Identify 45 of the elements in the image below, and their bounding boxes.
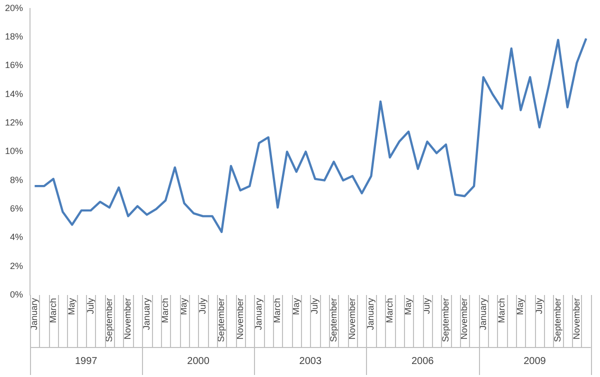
x-tick-label: January (253, 297, 264, 330)
x-tick-label: November (234, 298, 245, 340)
x-tick-label: March (160, 298, 170, 323)
x-tick-label: May (290, 297, 301, 315)
y-tick-label: 16% (5, 60, 24, 70)
x-tick-label: July (197, 297, 208, 314)
x-tick-label: November (346, 298, 357, 340)
x-tick-label: September (552, 298, 563, 342)
y-tick-label: 18% (5, 32, 24, 42)
x-tick-label: November (459, 298, 470, 340)
y-tick-label: 8% (10, 174, 24, 185)
x-tick-label: January (478, 297, 488, 330)
y-tick-label: 10% (5, 146, 24, 156)
x-tick-label: November (571, 298, 582, 340)
text: 2009 (524, 356, 546, 367)
x-tick-label: January (366, 297, 376, 330)
x-tick-label: January (29, 297, 40, 330)
x-tick-label: July (534, 297, 544, 314)
x-tick-label: July (310, 297, 320, 314)
x-tick-label: May (178, 297, 189, 315)
y-tick-label: 14% (5, 88, 24, 99)
x-tick-label: March (496, 298, 507, 323)
text: 2003 (299, 356, 322, 367)
x-tick-label: September (104, 298, 114, 342)
y-tick-label: 4% (10, 232, 24, 242)
x-tick-label: May (515, 297, 526, 315)
y-tick-label: 12% (5, 118, 24, 128)
x-tick-label: September (328, 298, 338, 342)
x-tick-label: May (403, 297, 414, 315)
text: 1997 (74, 356, 98, 367)
x-tick-label: March (384, 298, 394, 323)
x-tick-label: November (122, 298, 133, 340)
x-tick-label: July (85, 297, 96, 314)
x-tick-label: September (216, 298, 226, 342)
x-tick-label: March (272, 298, 282, 323)
text: 2000 (187, 356, 210, 367)
x-tick-label: September (440, 298, 450, 342)
y-tick-label: 2% (10, 260, 24, 271)
x-tick-label: March (48, 298, 58, 323)
y-tick-label: 6% (10, 203, 24, 214)
y-tick-label: 0% (10, 289, 24, 300)
x-tick-label: January (141, 297, 152, 330)
text: 2006 (411, 356, 434, 367)
y-tick-label: 20% (5, 2, 24, 13)
x-tick-label: May (66, 297, 77, 315)
